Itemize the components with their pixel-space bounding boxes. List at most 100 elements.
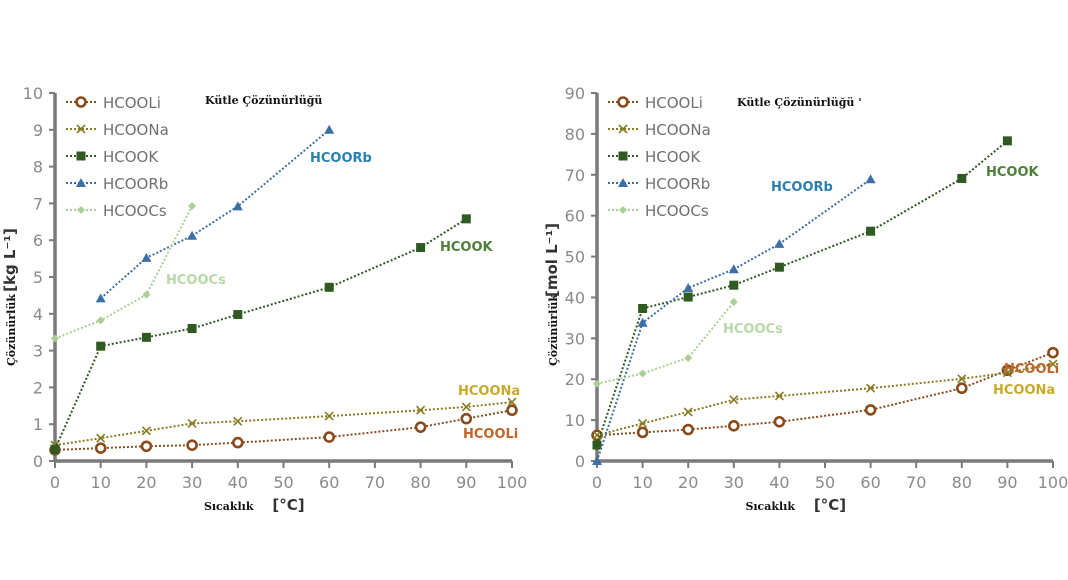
- y-tick-label: 1: [33, 415, 43, 434]
- series-line: [596, 301, 735, 385]
- x-tick-label: 30: [724, 473, 744, 492]
- x-tick-label: 80: [952, 473, 972, 492]
- data-point: [638, 303, 648, 313]
- data-point: [683, 292, 693, 302]
- series-hcoocs: HCOOCs: [593, 297, 783, 388]
- data-point: [592, 430, 602, 440]
- data-point-b: [324, 411, 334, 421]
- legend-label: HCOOLi: [645, 94, 703, 112]
- x-tick-label: 50: [815, 473, 835, 492]
- data-point: [96, 433, 106, 443]
- y-tick-label: 90: [565, 84, 585, 103]
- chart-title: Kütle Çözünürlüğü ': [737, 96, 862, 109]
- legend-marker: [618, 178, 628, 187]
- x-axis-unit: [°C]: [814, 496, 846, 514]
- data-point: [141, 252, 152, 262]
- data-point: [729, 297, 738, 306]
- data-point: [232, 436, 244, 449]
- y-tick-label: 0: [575, 452, 585, 471]
- data-point: [1048, 359, 1058, 369]
- series-line: [596, 178, 872, 462]
- chart-title: Kütle Çözünürlüğü: [205, 94, 322, 107]
- x-tick-label: 20: [136, 473, 156, 492]
- data-point-b: [729, 395, 739, 405]
- data-point: [141, 426, 151, 436]
- data-point: [141, 332, 151, 342]
- legend-item: HCOOLi: [66, 94, 161, 112]
- data-point: [683, 283, 694, 293]
- legend-label: HCOOK: [645, 148, 701, 166]
- legend-marker: [75, 96, 87, 108]
- data-point: [188, 201, 197, 210]
- data-point-b: [187, 418, 197, 429]
- chart-2: 0 10 20 30 40 50 60 70 80 90 0 10 20 30 40 50 60 70 80 90 10…: [543, 84, 1068, 514]
- data-point-b: [1002, 368, 1012, 378]
- data-point-b: [461, 402, 471, 412]
- x-tick-label: 30: [182, 473, 202, 492]
- data-point: [142, 290, 151, 299]
- data-point: [774, 262, 784, 272]
- legend-marker: [76, 178, 86, 187]
- data-point: [324, 411, 334, 421]
- data-point: [864, 404, 877, 416]
- data-point-b: [866, 383, 876, 393]
- data-point: [1002, 136, 1012, 146]
- series-line: [54, 205, 193, 340]
- data-point: [955, 382, 968, 395]
- series-line: [596, 140, 1009, 446]
- data-point: [682, 423, 695, 436]
- x-tick-label: 90: [997, 473, 1017, 492]
- x-tick-label: 100: [497, 473, 528, 492]
- x-tick-label: 40: [228, 473, 248, 492]
- y-tick-label: 50: [565, 248, 585, 267]
- legend-item: HCOOK: [608, 148, 701, 166]
- legend-item: HCOORb: [608, 175, 710, 193]
- legend-item: HCOONa: [66, 121, 169, 139]
- y-tick-label: 20: [565, 370, 585, 389]
- data-point-b: [96, 433, 106, 443]
- y-tick-label: 4: [33, 305, 43, 324]
- series-label: HCOOCs: [166, 273, 226, 288]
- series-line: [596, 363, 1054, 437]
- series-label: HCOOK: [440, 240, 494, 255]
- data-point: [636, 426, 649, 439]
- data-point: [1001, 364, 1014, 377]
- series-label: HCOOLi: [463, 427, 518, 442]
- data-point: [727, 420, 740, 432]
- data-point-b: [1048, 359, 1058, 369]
- legend-label: HCOOCs: [103, 202, 167, 220]
- data-point: [1002, 368, 1012, 378]
- x-tick-label: 10: [91, 473, 111, 492]
- legend-item: HCOOCs: [608, 202, 709, 220]
- y-tick-label: 70: [565, 166, 585, 185]
- y-tick-label: 9: [33, 121, 43, 140]
- legend-item: HCOONa: [608, 121, 711, 139]
- data-point: [414, 421, 427, 433]
- legend-label: HCOOLi: [103, 94, 161, 112]
- data-point-b: [683, 407, 693, 417]
- y-axis-label: Çözünürlük: [5, 294, 18, 366]
- x-tick-label: 20: [678, 473, 698, 492]
- x-tick-label: 0: [592, 473, 602, 492]
- data-point: [324, 282, 334, 292]
- data-point: [187, 324, 197, 334]
- series-hcooli: HCOOLi: [591, 346, 1059, 442]
- data-point: [774, 391, 784, 401]
- series-line: [54, 409, 513, 451]
- series-hcook: HCOOK: [592, 136, 1040, 450]
- y-axis-label-group: Çözünürlük[mol L⁻¹]: [543, 223, 561, 366]
- data-point: [94, 442, 107, 454]
- series-hcoona: HCOONa: [50, 384, 520, 450]
- data-point-b: [638, 418, 648, 428]
- data-point: [187, 418, 197, 429]
- data-point: [957, 374, 967, 384]
- y-tick-label: 2: [33, 378, 43, 397]
- data-point: [323, 431, 336, 443]
- series-label: HCOONa: [458, 384, 520, 399]
- series-line: [100, 129, 330, 300]
- legend-label: HCOONa: [645, 121, 711, 139]
- x-tick-label: 70: [365, 473, 385, 492]
- legend-label: HCOOK: [103, 148, 159, 166]
- data-point-b: [592, 430, 602, 440]
